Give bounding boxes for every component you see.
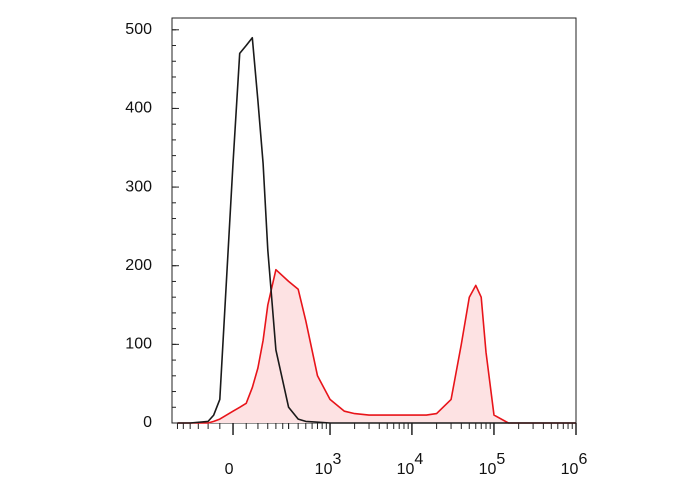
y-tick-label: 100 (125, 336, 152, 353)
x-tick-label-power: 4 (414, 451, 423, 468)
x-tick-label: 0 (225, 461, 234, 478)
x-tick-label-base: 10 (561, 461, 579, 478)
x-tick-label-power: 3 (332, 451, 341, 468)
x-tick-label-base: 10 (479, 461, 497, 478)
x-tick-label: 106 (561, 451, 588, 478)
x-tick-label-base: 10 (315, 461, 333, 478)
x-tick-label-base: 0 (225, 461, 234, 478)
x-tick-label: 103 (315, 451, 342, 478)
y-tick-label: 0 (143, 414, 152, 431)
x-tick-label: 105 (479, 451, 506, 478)
y-tick-label: 300 (125, 178, 152, 195)
x-tick-label: 104 (397, 451, 424, 478)
y-tick-label: 500 (125, 21, 152, 38)
histogram-line (177, 268, 576, 424)
x-tick-label-base: 10 (397, 461, 415, 478)
y-tick-label: 200 (125, 257, 152, 274)
histogram-line (177, 36, 576, 424)
x-tick-label-power: 6 (578, 451, 587, 468)
x-tick-label-power: 5 (496, 451, 505, 468)
y-tick-label: 400 (125, 100, 152, 117)
plot-frame (171, 17, 577, 424)
